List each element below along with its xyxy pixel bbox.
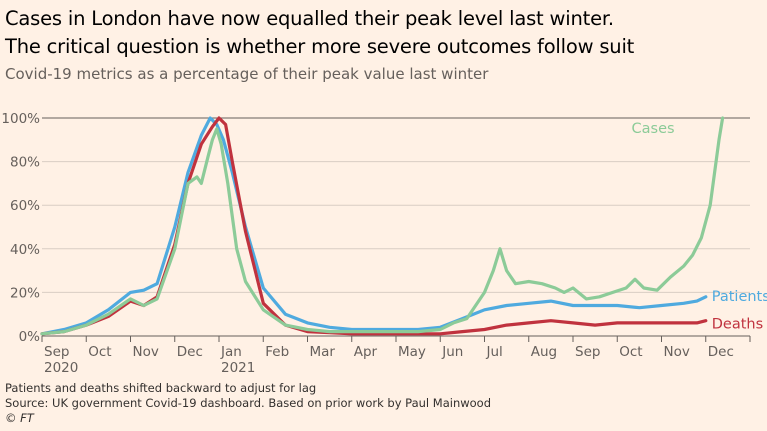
x-tick-label: Dec: [708, 344, 734, 360]
y-tick-label: 60%: [10, 198, 40, 214]
ft-credit: © FT: [5, 411, 34, 425]
source-note: Source: UK government Covid-19 dashboard…: [5, 396, 492, 410]
x-tick-label: Sep: [44, 344, 69, 360]
title-line-2: The critical question is whether more se…: [5, 35, 635, 58]
x-tick-label: Oct: [88, 344, 111, 360]
y-tick-label: 20%: [10, 285, 40, 301]
x-tick-label: Nov: [664, 344, 690, 360]
x-tick-label: Aug: [531, 344, 557, 360]
chart-title: Cases in London have now equalled their …: [5, 5, 765, 61]
x-tick-label: Apr: [354, 344, 378, 360]
series-line-cases: [40, 116, 725, 336]
x-tick-label: Mar: [310, 344, 336, 360]
y-tick-label: 80%: [10, 155, 40, 171]
x-tick-label: Sep: [575, 344, 600, 360]
x-tick-label: Jul: [486, 344, 503, 360]
chart-footer: Patients and deaths shifted backward to …: [5, 381, 491, 426]
year-label: 2021: [221, 360, 255, 376]
title-line-1: Cases in London have now equalled their …: [5, 7, 614, 30]
series-line-deaths: [40, 116, 708, 336]
x-tick-label: Oct: [619, 344, 642, 360]
y-tick-label: 40%: [10, 242, 40, 258]
y-tick-label: 0%: [19, 329, 41, 345]
lag-note: Patients and deaths shifted backward to …: [5, 381, 317, 395]
year-label: 2020: [44, 360, 78, 376]
series-label-cases: Cases: [632, 121, 675, 137]
x-tick-label: Dec: [177, 344, 203, 360]
x-tick-label: Nov: [133, 344, 159, 360]
x-tick-label: Jan: [220, 344, 242, 360]
series-label-patients: Patients: [712, 289, 767, 305]
series-label-deaths: Deaths: [712, 317, 763, 333]
series-line-patients: [40, 116, 708, 336]
y-tick-label: 100%: [1, 111, 40, 127]
chart-subtitle: Covid-19 metrics as a percentage of thei…: [5, 65, 489, 83]
x-tick-label: May: [398, 344, 426, 360]
x-tick-label: Jun: [441, 344, 463, 360]
x-tick-label: Feb: [265, 344, 289, 360]
